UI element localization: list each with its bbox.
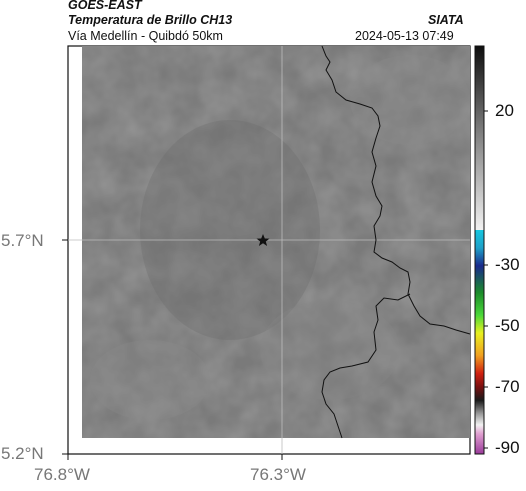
lon-label-left: 76.8°W: [34, 465, 90, 484]
colorbar-label: -30: [495, 255, 520, 274]
product-title: Temperatura de Brillo CH13: [68, 13, 233, 27]
lon-label-right: 76.3°W: [250, 465, 306, 484]
region-subtitle: Vía Medellín - Quibdó 50km: [68, 29, 223, 43]
brightness-temperature-field: [82, 46, 470, 438]
colorbar-label: -90: [495, 438, 520, 457]
colorbar-label: -50: [495, 316, 520, 335]
department-boundary-south: [321, 293, 411, 439]
agency-label: SIATA: [428, 13, 464, 27]
colorbar-label: 20: [495, 101, 514, 120]
timestamp-label: 2024-05-13 07:49: [355, 29, 454, 43]
lat-label-upper: 5.7°N: [1, 231, 44, 250]
star-icon: [256, 234, 270, 246]
colorbar-label: -70: [495, 377, 520, 396]
department-boundary: [321, 45, 471, 335]
satellite-name: GOES-EAST: [68, 0, 142, 12]
colorbar: [474, 45, 488, 455]
lat-label-lower: 5.2°N: [1, 444, 44, 463]
